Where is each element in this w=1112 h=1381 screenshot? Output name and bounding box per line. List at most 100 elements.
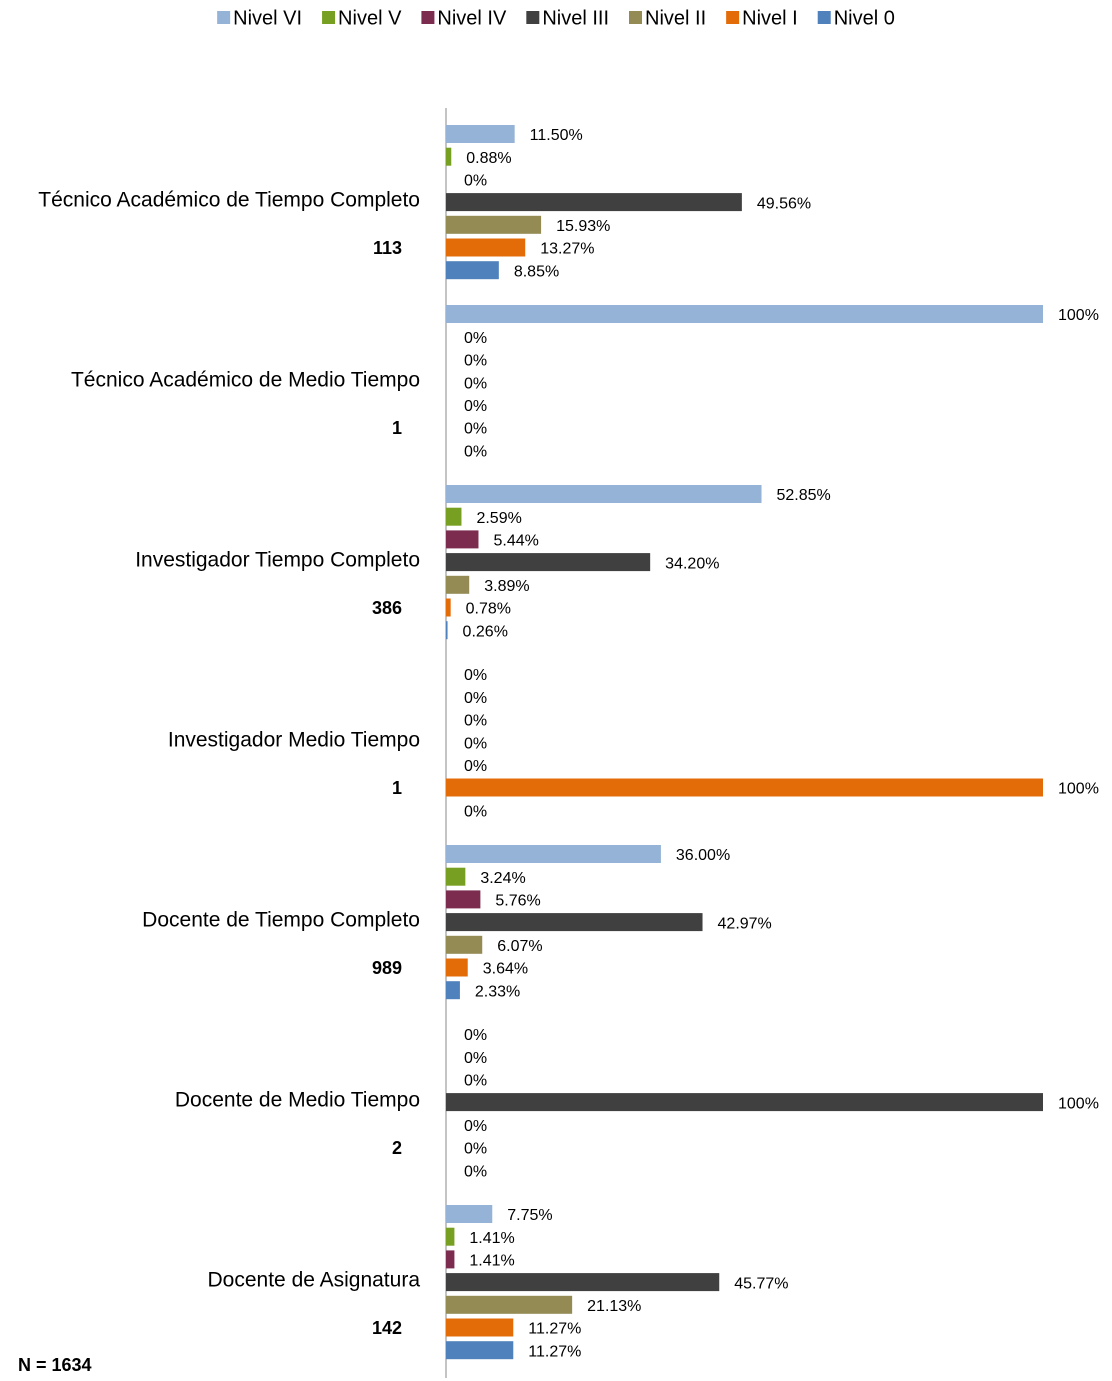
category-count: 989 [372, 958, 402, 978]
value-label: 11.27% [528, 1343, 581, 1360]
legend-label: Nivel III [542, 7, 609, 29]
legend: Nivel VI Nivel V Nivel IV Nivel III Nivel II… [217, 7, 895, 29]
category-count: 142 [372, 1318, 402, 1338]
bar [446, 1341, 514, 1360]
legend-swatch [726, 11, 740, 24]
value-label: 13.27% [540, 241, 594, 258]
value-label: 49.56% [757, 195, 811, 212]
value-label: 21.13% [587, 1298, 641, 1315]
value-label: 0% [464, 443, 487, 460]
value-label: 11.27% [528, 1321, 581, 1338]
category-label: Investigador Tiempo Completo [135, 549, 420, 572]
bar [446, 305, 1043, 323]
value-label: 0% [464, 1163, 487, 1180]
bar [446, 553, 651, 572]
value-label: 0.88% [466, 150, 511, 167]
category-label: Técnico Académico de Tiempo Completo [38, 189, 420, 212]
legend-label: Nivel IV [437, 7, 507, 29]
bar [446, 935, 483, 954]
value-label: 45.77% [734, 1275, 788, 1292]
value-label: 0.26% [463, 623, 508, 640]
value-label: 2.59% [476, 510, 521, 527]
bar [446, 530, 479, 549]
bar [446, 193, 742, 212]
value-label: 7.75% [507, 1207, 552, 1224]
value-label: 0% [464, 1141, 487, 1158]
value-label: 0% [464, 398, 487, 415]
value-label: 0% [464, 1073, 487, 1090]
value-label: 2.33% [475, 983, 520, 1000]
category-label: Docente de Medio Tiempo [175, 1089, 420, 1112]
legend-swatch [629, 11, 643, 24]
legend-swatch [217, 11, 231, 24]
bar [446, 1205, 493, 1223]
category-count: 386 [372, 598, 402, 618]
category-count: 1 [392, 778, 402, 798]
bar [446, 913, 703, 932]
bar [446, 1295, 573, 1314]
legend-swatch [817, 11, 831, 24]
bar [446, 507, 462, 526]
value-label: 0.78% [466, 601, 511, 618]
bar [446, 1250, 455, 1269]
legend-label: Nivel 0 [834, 7, 895, 29]
bar [446, 890, 481, 909]
category-label: Técnico Académico de Medio Tiempo [71, 369, 420, 392]
value-label: 3.64% [483, 961, 528, 978]
bar [446, 125, 515, 143]
legend-label: Nivel V [338, 7, 402, 29]
value-label: 0% [464, 803, 487, 820]
legend-label: Nivel VI [233, 7, 302, 29]
value-label: 0% [464, 353, 487, 370]
category-label: Docente de Tiempo Completo [142, 909, 420, 932]
value-label: 0% [464, 421, 487, 438]
legend-swatch [526, 11, 540, 24]
value-label: 0% [464, 1027, 487, 1044]
value-label: 42.97% [718, 915, 772, 932]
bar [446, 867, 466, 886]
value-label: 100% [1058, 307, 1099, 324]
category-count: 1 [392, 418, 402, 438]
legend-label: Nivel II [645, 7, 706, 29]
value-label: 5.76% [495, 893, 540, 910]
legend-label: Nivel I [742, 7, 798, 29]
category-count: 113 [373, 238, 402, 258]
bar [446, 845, 661, 863]
value-label: 0% [464, 173, 487, 190]
annotation: N = 1634 [18, 1355, 92, 1375]
bar [446, 1273, 720, 1292]
value-label: 1.41% [469, 1230, 514, 1247]
value-label: 6.07% [497, 938, 542, 955]
bar [446, 1318, 514, 1337]
legend-swatch [421, 11, 435, 24]
value-label: 5.44% [493, 533, 538, 550]
category-count: 2 [392, 1138, 402, 1158]
bar [446, 778, 1043, 797]
bar [446, 981, 460, 1000]
bar [446, 147, 452, 166]
bar [446, 575, 470, 594]
value-label: 0% [464, 735, 487, 752]
value-label: 3.89% [484, 578, 529, 595]
bar [446, 215, 542, 234]
legend-swatch [322, 11, 336, 24]
bar [446, 261, 499, 280]
value-label: 0% [464, 330, 487, 347]
value-label: 100% [1058, 781, 1099, 798]
value-label: 0% [464, 758, 487, 775]
value-label: 0% [464, 713, 487, 730]
bar [446, 958, 468, 977]
value-label: 11.50% [530, 127, 583, 144]
bar [446, 598, 451, 617]
value-label: 0% [464, 1118, 487, 1135]
value-label: 0% [464, 375, 487, 392]
value-label: 34.20% [665, 555, 719, 572]
value-label: 52.85% [777, 487, 831, 504]
bar [446, 621, 448, 640]
value-label: 100% [1058, 1095, 1099, 1112]
bar [446, 485, 762, 503]
category-label: Investigador Medio Tiempo [168, 729, 420, 752]
value-label: 3.24% [480, 870, 525, 887]
value-label: 0% [464, 690, 487, 707]
